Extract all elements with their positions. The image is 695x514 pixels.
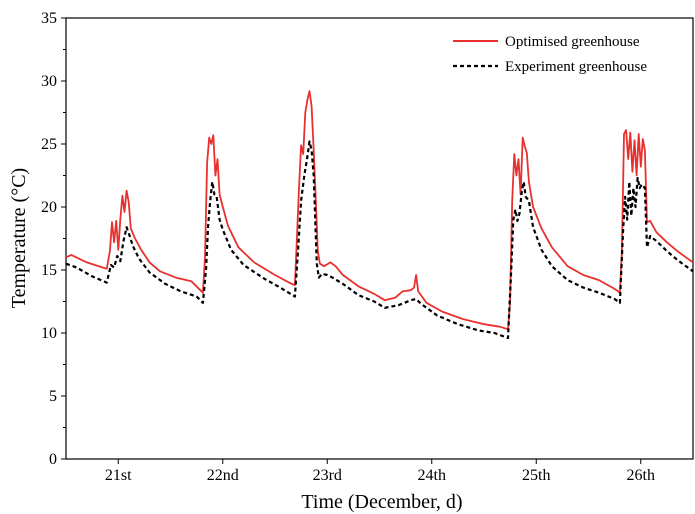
y-axis-title: Temperature (°C) (8, 168, 30, 308)
y-tick-label: 5 (49, 388, 57, 405)
x-tick-label: 26th (627, 467, 655, 484)
y-axis: 0 5 10 15 20 25 30 35 (41, 10, 66, 468)
x-tick-label: 24th (418, 467, 446, 484)
x-tick-label: 25th (522, 467, 550, 484)
series-line-experiment (65, 140, 694, 340)
x-axis-title: Time (December, d) (301, 491, 462, 513)
legend-label-experiment: Experiment greenhouse (505, 59, 647, 75)
y-tick-label: 30 (41, 73, 57, 90)
y-tick-label: 25 (41, 136, 57, 153)
y-tick-label: 35 (41, 10, 57, 27)
series-layer (65, 90, 694, 340)
x-tick-label: 23rd (313, 467, 342, 484)
series-line-optimised (65, 90, 694, 331)
x-axis: 21st 22nd 23rd 24th 25th 26th (105, 459, 655, 484)
y-tick-label: 10 (41, 325, 57, 342)
legend-label-optimised: Optimised greenhouse (505, 34, 640, 50)
y-tick-label: 15 (41, 262, 57, 279)
x-tick-label: 21st (105, 467, 132, 484)
legend: Optimised greenhouse Experiment greenhou… (453, 34, 647, 75)
y-tick-label: 20 (41, 199, 57, 216)
y-tick-label: 0 (49, 451, 57, 468)
x-tick-label: 22nd (207, 467, 239, 484)
plot-frame (65, 17, 694, 460)
